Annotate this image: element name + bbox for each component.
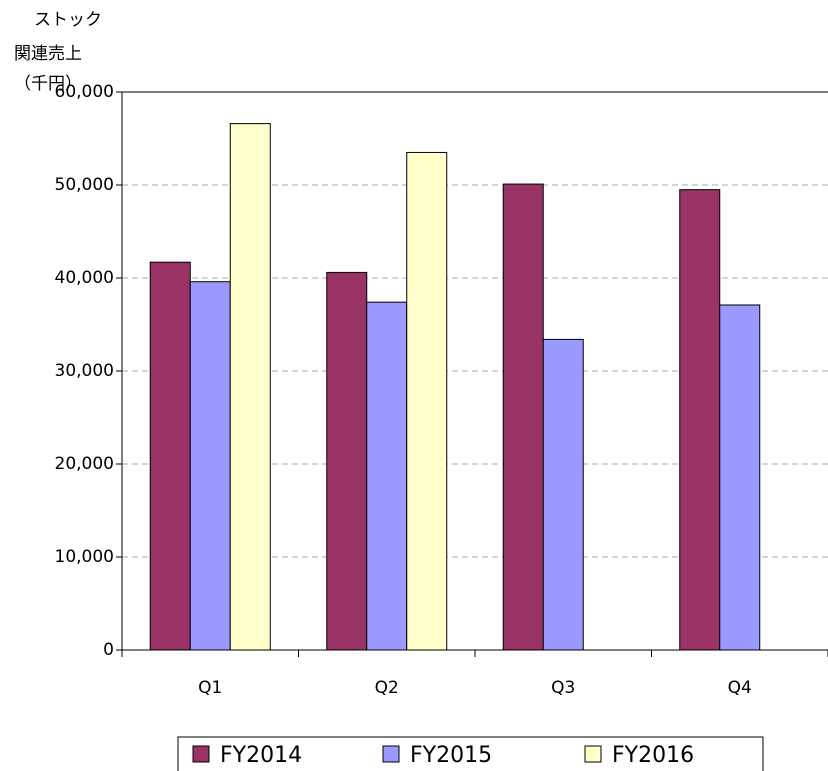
bar xyxy=(406,151,448,651)
x-tick-label: Q1 xyxy=(198,678,222,698)
legend-label: FY2016 xyxy=(612,743,694,768)
y-tick-label: 50,000 xyxy=(55,175,114,195)
bar xyxy=(679,189,721,651)
legend-label: FY2014 xyxy=(220,743,302,768)
bar xyxy=(326,271,368,651)
y-axis-label: （千円） xyxy=(14,74,82,94)
y-tick-label: 30,000 xyxy=(55,361,114,381)
legend-box xyxy=(177,736,764,771)
bar xyxy=(542,338,584,651)
y-tick-label: 60,000 xyxy=(55,82,114,102)
y-axis-label: 関連売上 xyxy=(14,44,82,64)
legend-label: FY2015 xyxy=(410,743,492,768)
x-tick-label: Q4 xyxy=(728,678,752,698)
bar xyxy=(366,301,408,651)
bar xyxy=(229,123,271,651)
legend-swatch xyxy=(192,745,210,763)
bar xyxy=(502,183,544,651)
y-axis-label: ストック xyxy=(34,10,102,30)
y-tick-label: 0 xyxy=(103,640,114,660)
y-tick-label: 20,000 xyxy=(55,454,114,474)
x-tick-label: Q2 xyxy=(375,678,399,698)
y-tick-label: 40,000 xyxy=(55,268,114,288)
legend-swatch xyxy=(382,745,400,763)
bar xyxy=(719,304,761,651)
x-tick-label: Q3 xyxy=(551,678,575,698)
bar xyxy=(189,281,231,651)
legend-swatch xyxy=(584,745,602,763)
bar xyxy=(149,261,191,651)
y-tick-label: 10,000 xyxy=(55,547,114,567)
